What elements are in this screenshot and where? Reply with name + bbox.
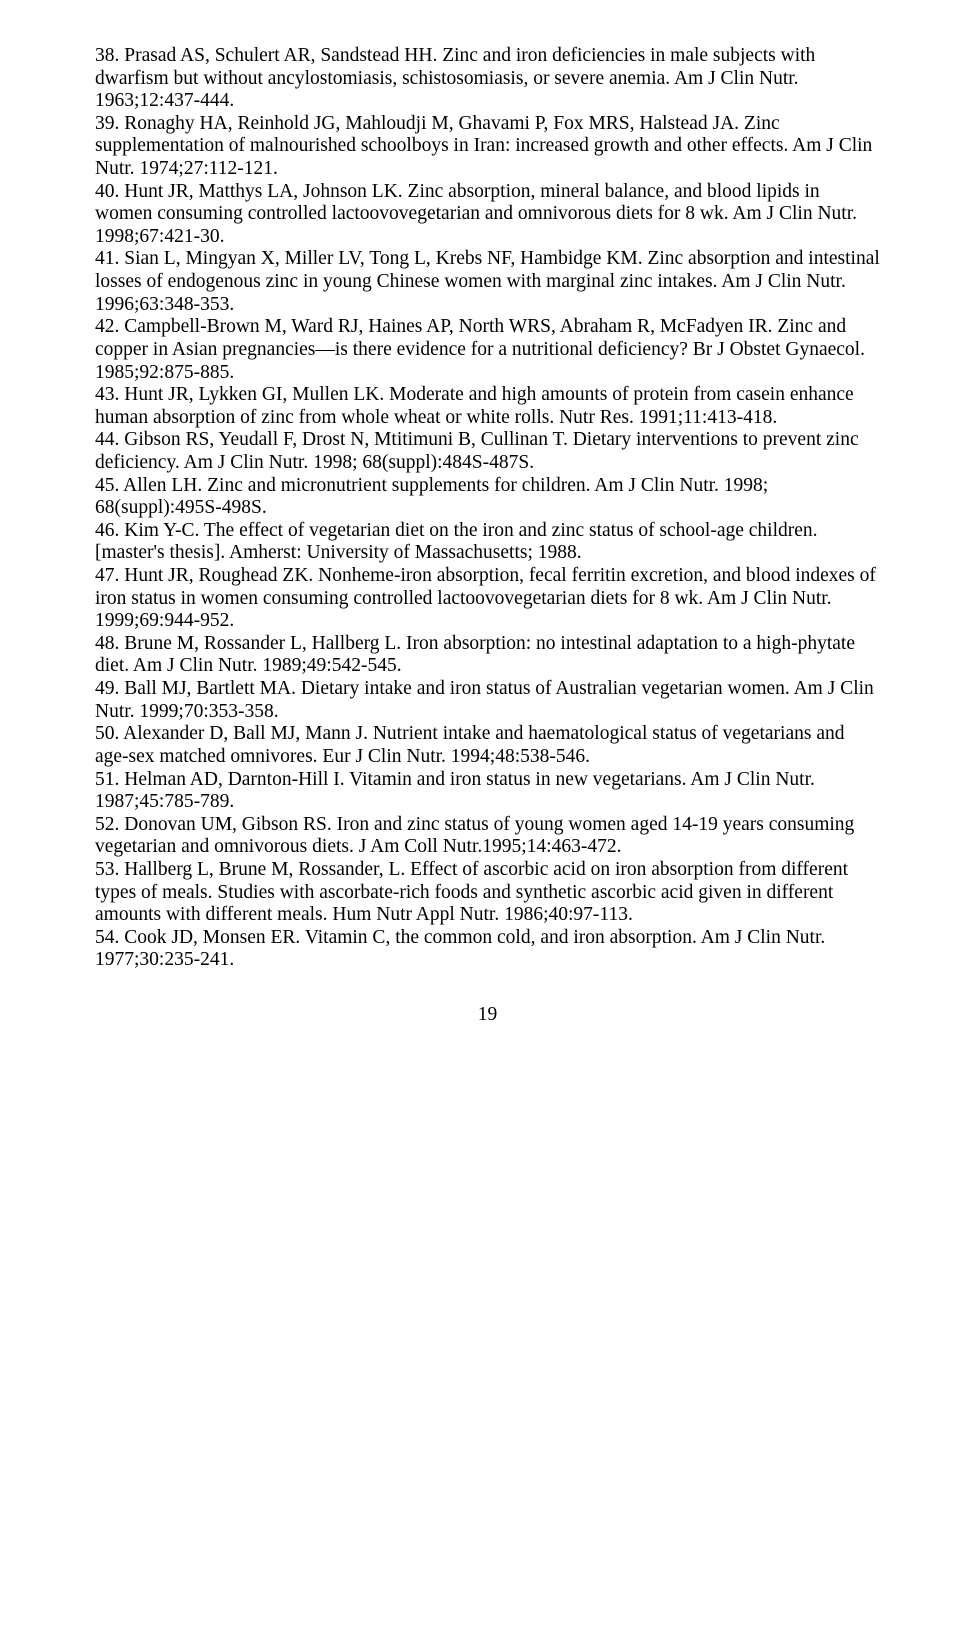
- reference-item: 45. Allen LH. Zinc and micronutrient sup…: [95, 475, 880, 520]
- reference-item: 39. Ronaghy HA, Reinhold JG, Mahloudji M…: [95, 113, 880, 181]
- reference-item: 42. Campbell-Brown M, Ward RJ, Haines AP…: [95, 316, 880, 384]
- reference-item: 51. Helman AD, Darnton-Hill I. Vitamin a…: [95, 769, 880, 814]
- reference-item: 48. Brune M, Rossander L, Hallberg L. Ir…: [95, 633, 880, 678]
- reference-item: 54. Cook JD, Monsen ER. Vitamin C, the c…: [95, 927, 880, 972]
- reference-item: 40. Hunt JR, Matthys LA, Johnson LK. Zin…: [95, 181, 880, 249]
- reference-item: 44. Gibson RS, Yeudall F, Drost N, Mtiti…: [95, 429, 880, 474]
- reference-item: 47. Hunt JR, Roughead ZK. Nonheme-iron a…: [95, 565, 880, 633]
- reference-item: 43. Hunt JR, Lykken GI, Mullen LK. Moder…: [95, 384, 880, 429]
- reference-item: 50. Alexander D, Ball MJ, Mann J. Nutrie…: [95, 723, 880, 768]
- page-number: 19: [95, 1004, 880, 1027]
- reference-item: 49. Ball MJ, Bartlett MA. Dietary intake…: [95, 678, 880, 723]
- reference-item: 41. Sian L, Mingyan X, Miller LV, Tong L…: [95, 248, 880, 316]
- reference-item: 53. Hallberg L, Brune M, Rossander, L. E…: [95, 859, 880, 927]
- reference-item: 46. Kim Y-C. The effect of vegetarian di…: [95, 520, 880, 565]
- reference-item: 52. Donovan UM, Gibson RS. Iron and zinc…: [95, 814, 880, 859]
- reference-item: 38. Prasad AS, Schulert AR, Sandstead HH…: [95, 45, 880, 113]
- references-list: 38. Prasad AS, Schulert AR, Sandstead HH…: [95, 45, 880, 972]
